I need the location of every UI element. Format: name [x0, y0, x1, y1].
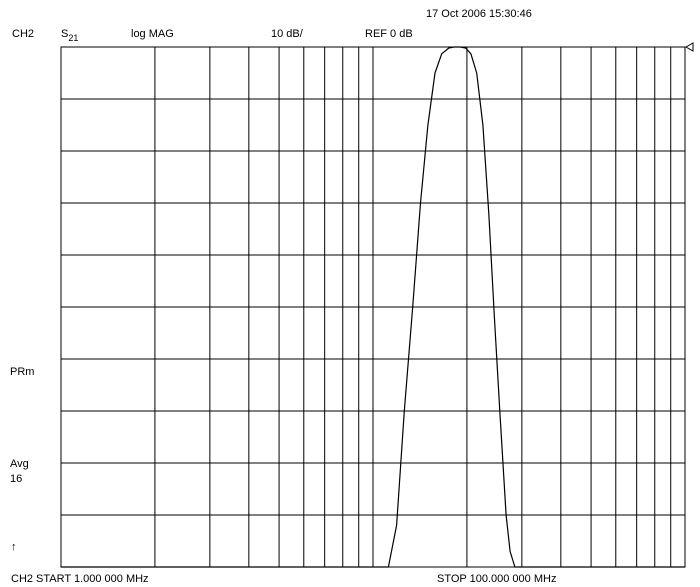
reference-label: REF 0 dB [365, 28, 413, 40]
parameter-label: S21 [61, 28, 79, 43]
parameter-main: S [61, 28, 69, 40]
reference-marker-icon [684, 42, 694, 52]
parameter-sub: 21 [68, 33, 79, 43]
reference-arrow-icon: ↑ [11, 541, 17, 553]
scale-label: 10 dB/ [271, 28, 303, 40]
channel-label: CH2 [12, 28, 35, 40]
stop-frequency: STOP 100.000 000 MHz [437, 573, 557, 585]
avg-label: Avg [10, 458, 29, 470]
format-label: log MAG [131, 28, 174, 40]
timestamp: 17 Oct 2006 15:30:46 [426, 8, 532, 20]
plot-frame [60, 46, 686, 568]
start-frequency: CH2 START 1.000 000 MHz [11, 573, 149, 585]
prm-label: PRm [10, 366, 35, 378]
avg-value: 16 [10, 473, 23, 485]
